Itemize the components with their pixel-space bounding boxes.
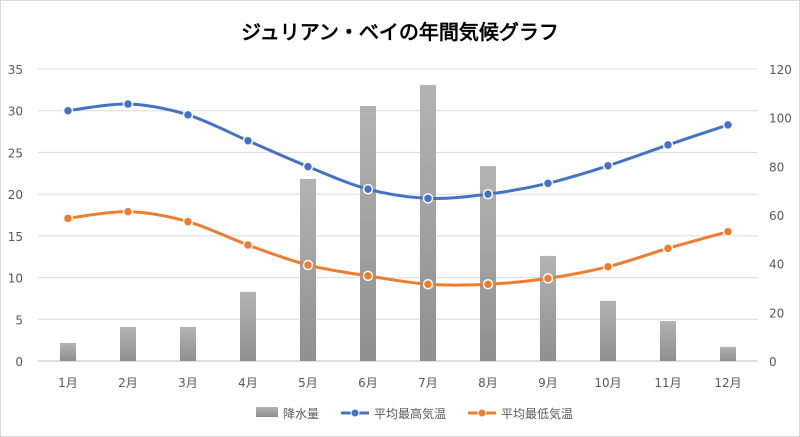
line-low [67,210,729,287]
data-point [542,273,554,284]
y-left-tick-label: 20 [8,188,23,202]
data-point [122,98,134,110]
chart-title: ジュリアン・ベイの年間気候グラフ [241,20,559,44]
data-point [362,183,374,195]
y-right-tick-label: 20 [769,306,784,320]
data-point [62,105,74,116]
precip-bar [120,326,136,361]
x-tick-label: 1月 [58,376,78,390]
y-left-tick-label: 10 [8,272,23,286]
legend-marker [477,408,487,418]
y-right-tick-label: 80 [769,160,784,174]
precip-bar [180,326,196,361]
y-left-tick-label: 35 [8,63,23,77]
data-point [62,213,74,224]
y-left-tick-label: 0 [15,355,23,369]
data-point [722,226,734,237]
data-point [602,261,614,272]
data-point [422,193,434,204]
precip-bar [360,105,376,361]
x-tick-label: 10月 [594,376,621,390]
y-right-tick-label: 60 [769,209,784,223]
precip-bar [660,321,676,361]
y-right-tick-label: 0 [769,355,777,369]
precip-bar [420,85,436,361]
x-tick-label: 11月 [654,376,681,390]
data-point [542,178,554,189]
x-tick-label: 6月 [358,376,378,390]
x-tick-label: 8月 [478,376,498,390]
legend-label: 平均最低気温 [501,406,573,421]
y-left-tick-label: 25 [8,146,23,160]
data-point [482,278,494,290]
data-point [662,139,674,151]
line-high [67,102,729,200]
y-left-tick-label: 5 [15,313,23,327]
x-tick-label: 5月 [298,376,318,390]
x-tick-label: 9月 [538,376,558,390]
y-left-tick-label: 15 [8,230,23,244]
data-point [182,109,194,121]
precip-bar [240,291,256,361]
data-point [182,216,194,227]
data-point [722,119,734,131]
data-point [242,239,254,251]
data-point [302,259,314,271]
x-tick-label: 4月 [238,376,258,390]
x-tick-label: 3月 [178,376,198,390]
data-point [302,161,314,172]
precip-bar [480,166,496,361]
data-point [122,206,134,217]
y-right-tick-label: 100 [769,112,792,126]
data-point [362,270,374,282]
data-point [482,188,494,200]
precip-bar [720,346,736,361]
x-tick-label: 12月 [714,376,741,390]
y-right-tick-label: 40 [769,258,784,272]
x-tick-label: 2月 [118,376,138,390]
data-point [662,243,674,254]
y-right-tick-label: 120 [769,63,792,77]
x-tick-label: 7月 [418,376,438,390]
data-point [242,135,254,146]
legend-label: 平均最高気温 [374,406,446,421]
precip-bar [600,300,616,361]
y-left-tick-label: 30 [8,105,23,119]
legend-swatch-bar [256,407,278,417]
precip-bar [540,255,556,361]
data-point [422,278,434,290]
legend-label: 降水量 [283,407,319,421]
data-point [602,160,614,172]
legend-marker [350,408,360,418]
precip-bar [60,342,76,361]
